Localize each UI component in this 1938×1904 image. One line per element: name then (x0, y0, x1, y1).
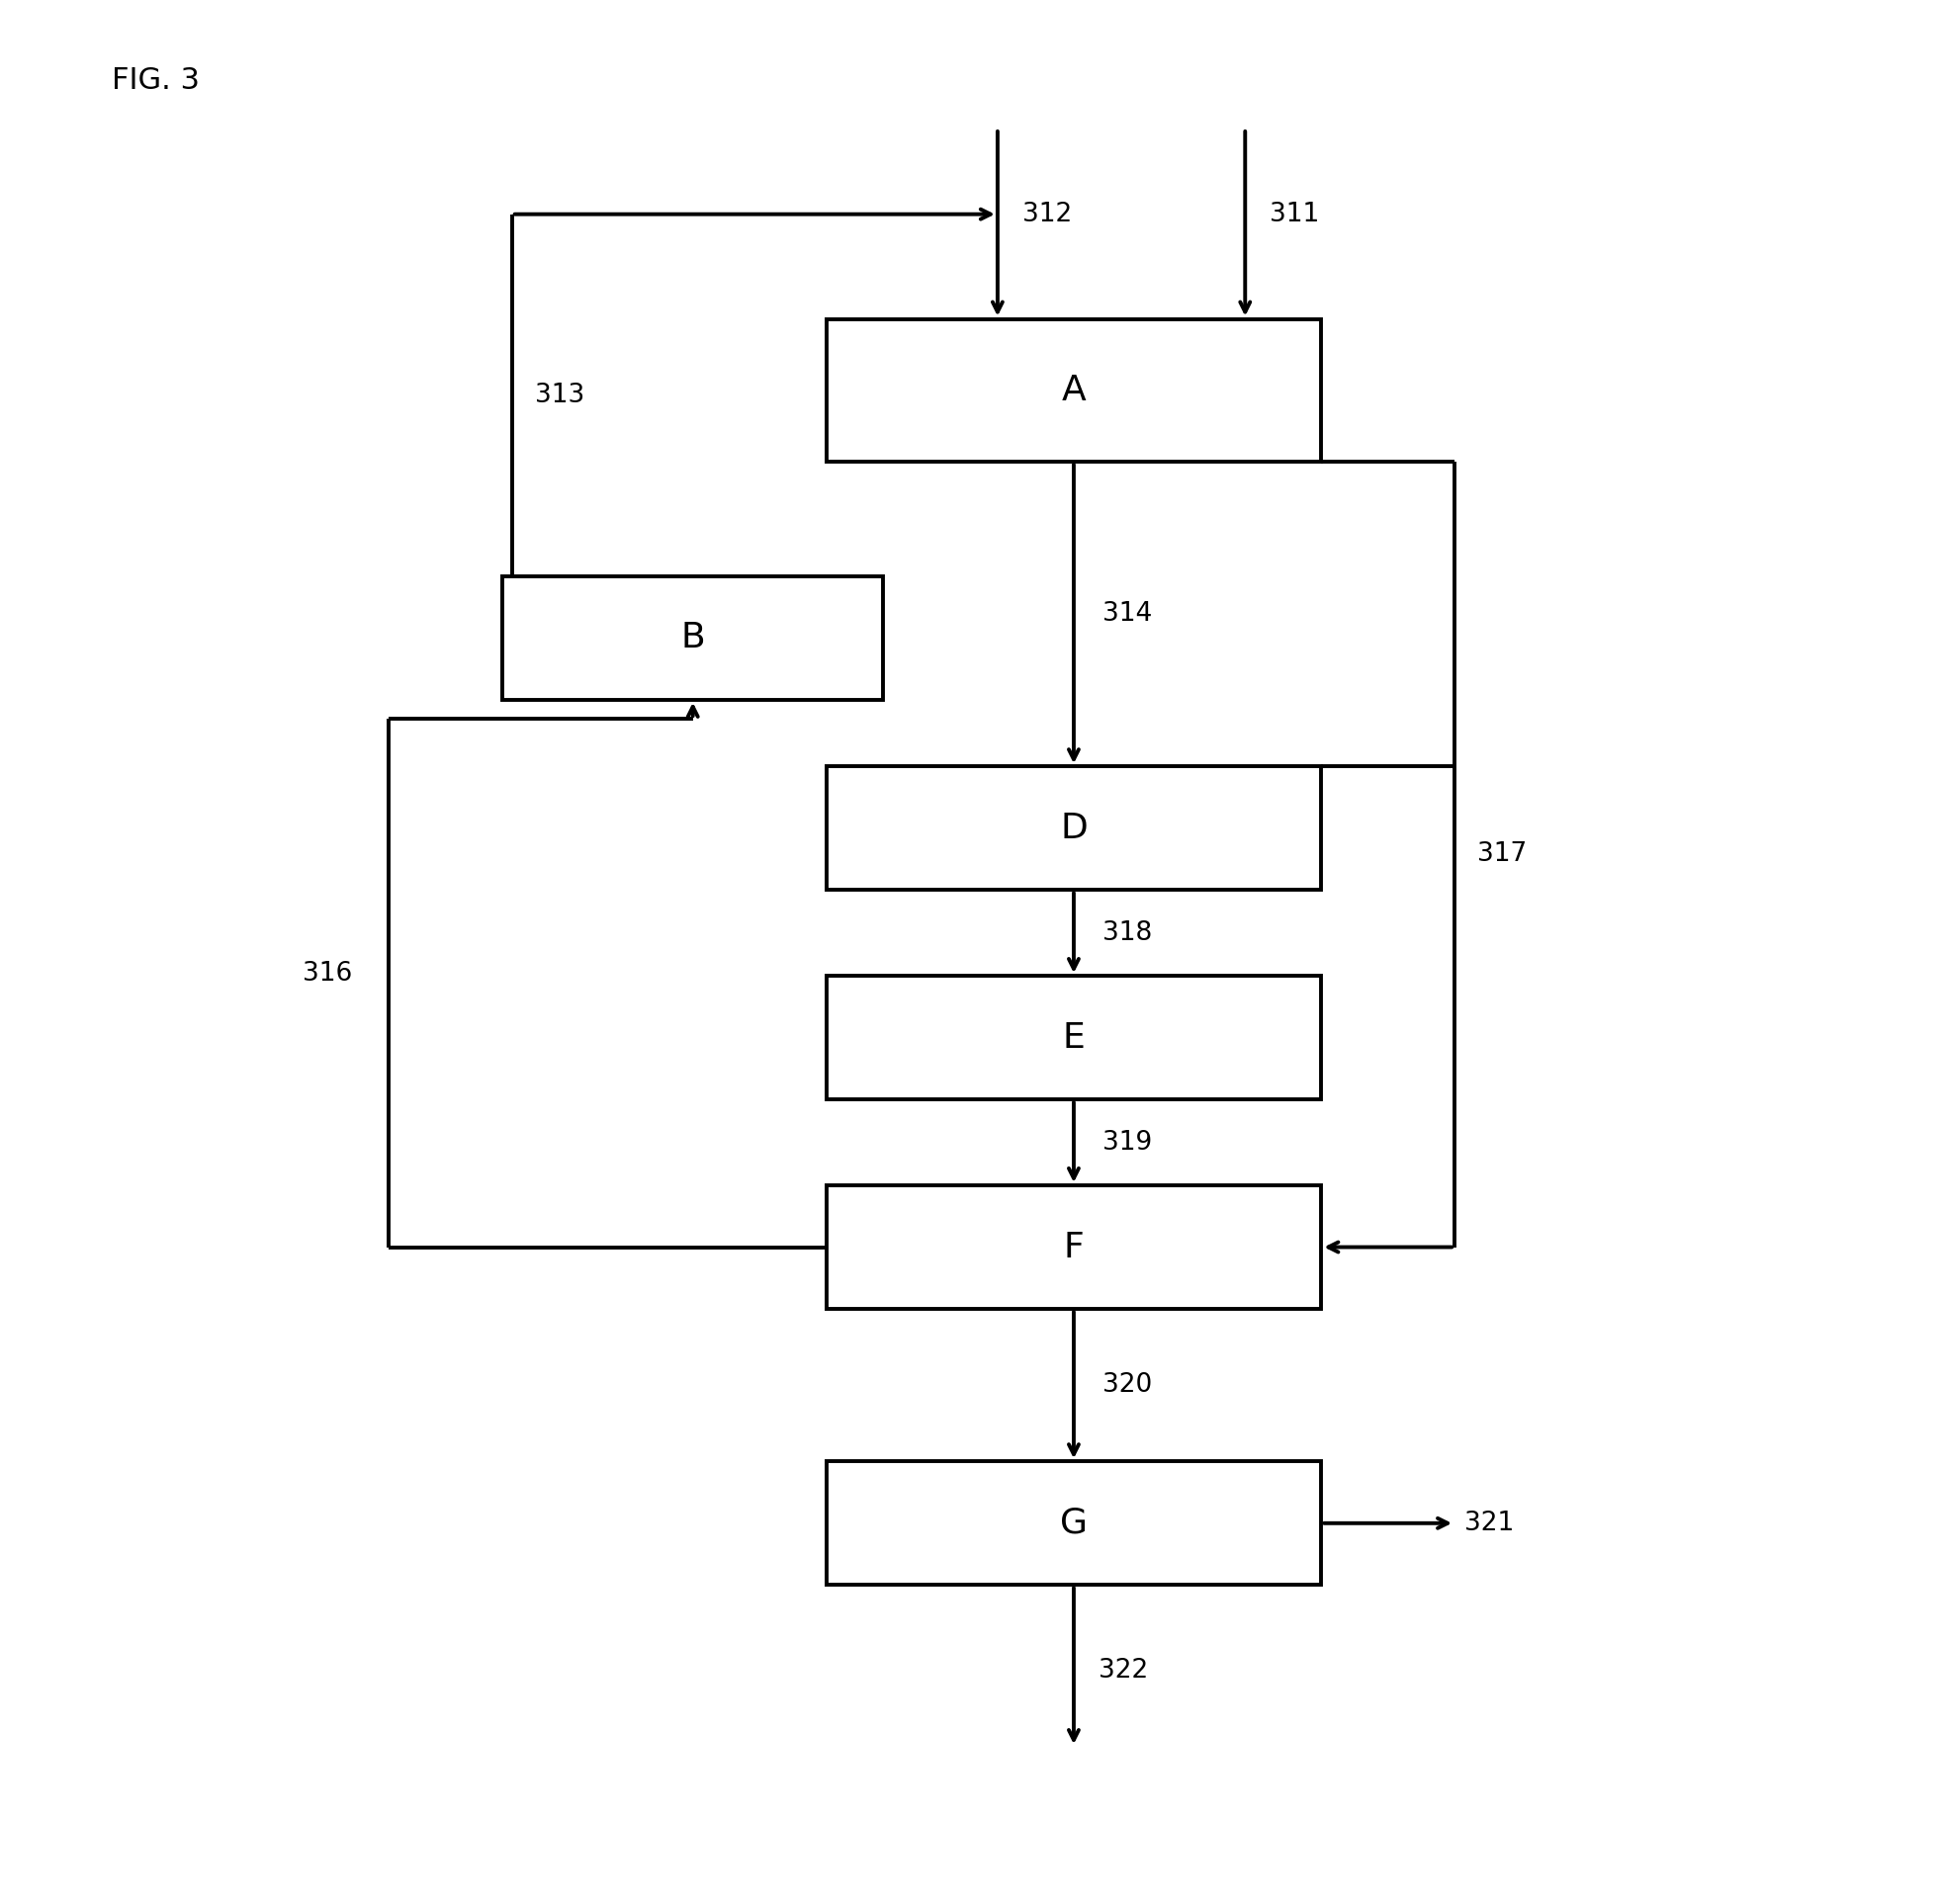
Text: 316: 316 (302, 962, 353, 986)
FancyBboxPatch shape (826, 1184, 1322, 1310)
Text: 320: 320 (1103, 1373, 1151, 1398)
Text: 317: 317 (1477, 842, 1527, 866)
Text: B: B (680, 621, 705, 655)
FancyBboxPatch shape (826, 975, 1322, 1101)
FancyBboxPatch shape (826, 1462, 1322, 1584)
Text: 314: 314 (1103, 602, 1151, 626)
Text: FIG. 3: FIG. 3 (112, 67, 200, 95)
FancyBboxPatch shape (826, 765, 1322, 891)
Text: 313: 313 (535, 383, 585, 407)
Text: E: E (1062, 1021, 1085, 1055)
Text: D: D (1060, 811, 1087, 845)
Text: 319: 319 (1103, 1129, 1151, 1156)
Text: 321: 321 (1463, 1510, 1514, 1537)
FancyBboxPatch shape (826, 318, 1322, 461)
Text: 318: 318 (1103, 920, 1151, 946)
FancyBboxPatch shape (502, 575, 884, 699)
Text: G: G (1060, 1506, 1087, 1540)
Text: 312: 312 (1023, 202, 1072, 227)
Text: A: A (1062, 373, 1085, 407)
Text: 322: 322 (1099, 1658, 1147, 1683)
Text: F: F (1064, 1230, 1083, 1264)
Text: 311: 311 (1269, 202, 1320, 227)
